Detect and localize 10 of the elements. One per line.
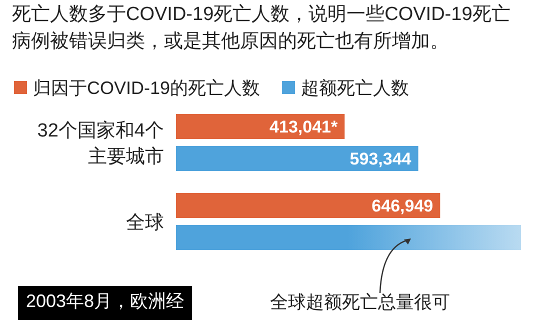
text: 全球超额死亡总量很可 — [270, 292, 450, 312]
chart-subtitle: 死亡人数多于COVID-19死亡人数，说明一些COVID-19死亡病例被错误归类，或是其他原因的死亡也有所增加。 — [12, 3, 510, 52]
data-label: 413,041* — [270, 118, 338, 136]
data-label: 646,949 — [372, 196, 434, 216]
legend-label: 归因于COVID-19的死亡人数 — [33, 78, 260, 98]
y-tick-label: 全球 — [126, 212, 164, 234]
data-label: 593,344 — [350, 150, 412, 168]
legend-label: 超额死亡人数 — [301, 78, 410, 98]
y-tick-label: 32个国家和4个主要城市 — [37, 120, 164, 168]
text: 2003年8月，欧洲经 — [26, 291, 184, 311]
